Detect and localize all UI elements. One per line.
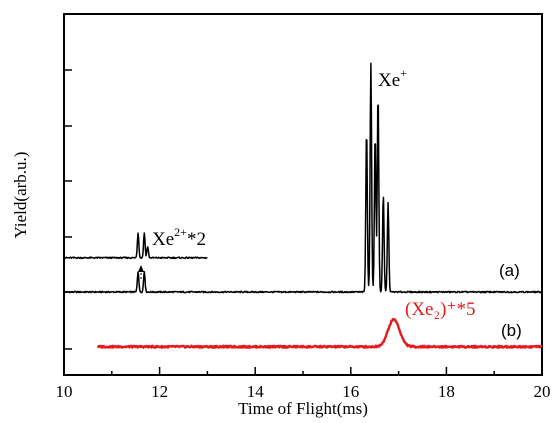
series-line-1 (63, 232, 208, 260)
panel-a-label: (a) (499, 261, 520, 280)
xe-plus-label: Xe+ (378, 66, 407, 91)
xe2-label: Xe2+*2 (152, 225, 206, 250)
x-tick-label: 20 (534, 382, 551, 401)
tick-group (63, 69, 543, 375)
x-tick-label: 12 (151, 382, 168, 401)
series-group (63, 62, 543, 349)
panel-b-label: (b) (501, 321, 522, 340)
xe2-suffix: *2 (187, 229, 206, 250)
xe-plus-base: Xe (378, 70, 400, 91)
x-tick-label: 16 (342, 382, 359, 401)
x-tick-label: 10 (56, 382, 73, 401)
xe2-sup: 2+ (174, 225, 187, 239)
xe2-base: Xe (152, 229, 174, 250)
series-line-0 (63, 62, 543, 294)
x-axis-title: Time of Flight(ms) (238, 399, 368, 418)
series-line-2 (96, 317, 543, 349)
x-tick-label: 14 (247, 382, 265, 401)
xe-plus-sup: + (400, 66, 407, 80)
red-series-label: (Xe₂)⁺*5 (405, 299, 475, 320)
y-axis-title: Yield(arb.u.) (11, 152, 30, 239)
magnify-arrow (138, 265, 144, 279)
tick-label-group: 10 12 14 16 18 20 (56, 382, 551, 401)
x-tick-label: 18 (438, 382, 455, 401)
plot-frame (63, 13, 543, 376)
